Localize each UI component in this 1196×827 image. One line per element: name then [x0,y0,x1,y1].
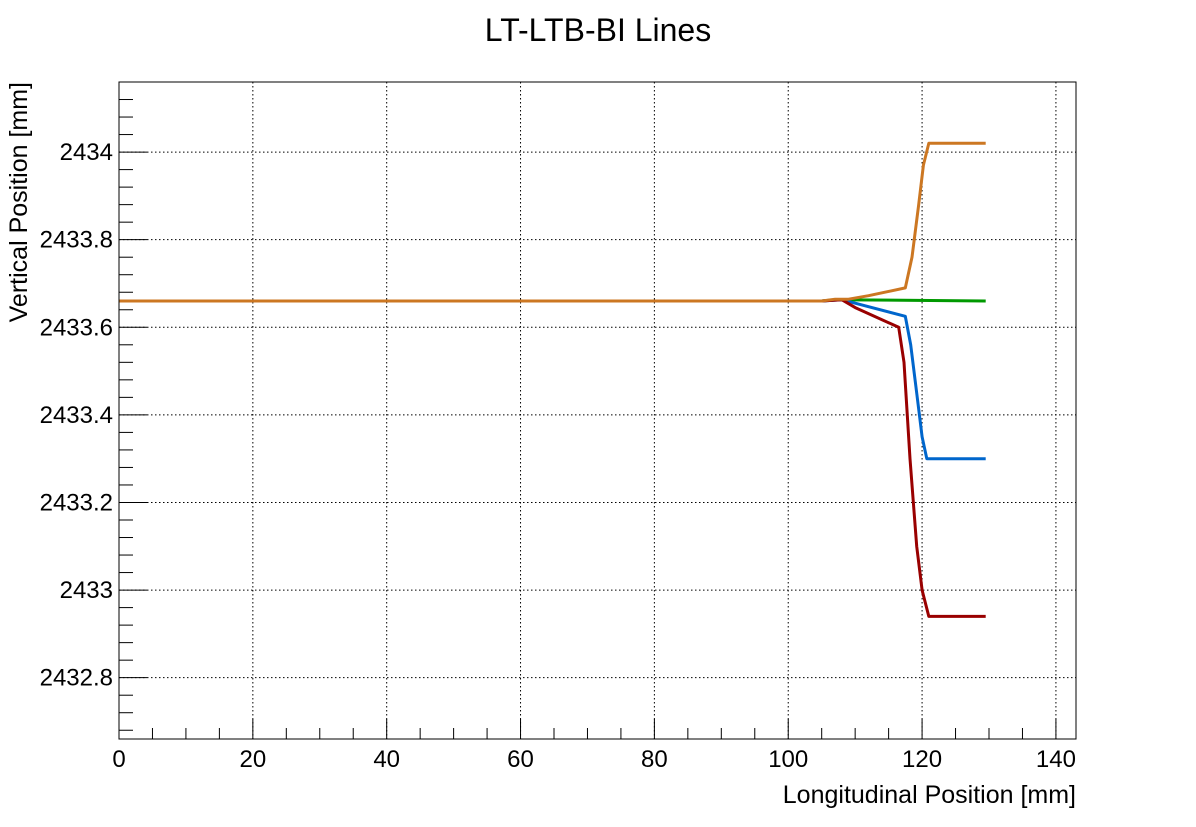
plot-frame [118,81,1077,740]
y-tick-label: 2433.8 [40,227,113,254]
x-tick-label: 20 [239,746,266,773]
y-tick-label: 2433 [60,577,113,604]
tick-labels: 0 20 40 60 80 100 120 140 2432.8 2433 2433.2 2433.4… [40,139,1076,773]
y-tick-label: 2433.6 [40,314,113,341]
x-tick-label: 40 [373,746,400,773]
y-tick-label: 2433.2 [40,489,113,516]
y-tick-label: 2434 [60,139,113,166]
x-tick-label: 60 [507,746,534,773]
data-series [119,141,986,618]
x-axis-label: Longitudinal Position [mm] [783,781,1076,809]
y-tick-label: 2432.8 [40,665,113,692]
x-tick-label: 140 [1036,746,1076,773]
x-tick-label: 0 [112,746,125,773]
x-tick-label: 120 [902,746,942,773]
y-axis-label: Vertical Position [mm] [5,82,33,322]
x-tick-label: 80 [641,746,668,773]
axis-ticks [118,81,1057,739]
x-tick-label: 100 [768,746,808,773]
series-line-4 [119,141,986,303]
y-tick-label: 2433.4 [40,402,113,429]
grid-lines [119,82,1076,739]
chart-title: LT-LTB-BI Lines [485,12,711,48]
